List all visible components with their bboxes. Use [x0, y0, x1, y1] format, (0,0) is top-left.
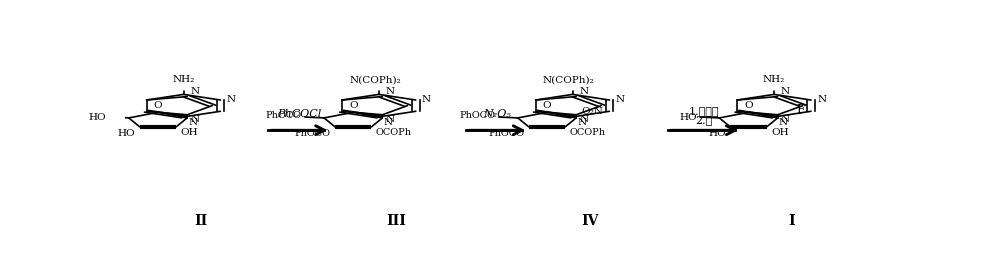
Text: N: N — [188, 118, 197, 127]
Text: N: N — [817, 95, 826, 104]
Text: N(COPh)₂: N(COPh)₂ — [349, 75, 401, 84]
Text: NH₂: NH₂ — [172, 75, 195, 84]
Text: N: N — [779, 118, 788, 127]
Text: HO: HO — [89, 113, 106, 122]
Text: HO: HO — [679, 113, 697, 122]
Text: OH: OH — [771, 128, 789, 137]
Text: PhCOCl: PhCOCl — [277, 109, 322, 119]
Text: O: O — [154, 101, 162, 110]
Text: PhOCO: PhOCO — [460, 111, 496, 120]
Text: IV: IV — [581, 214, 599, 228]
Text: NH₂: NH₂ — [763, 75, 785, 84]
Text: N: N — [383, 118, 393, 127]
Text: I: I — [788, 214, 795, 228]
Text: N: N — [190, 87, 199, 96]
Text: N: N — [227, 95, 236, 104]
Text: N: N — [422, 95, 431, 104]
Text: OCOPh: OCOPh — [376, 128, 412, 137]
Text: F: F — [797, 104, 805, 117]
Text: HO: HO — [708, 129, 726, 138]
Text: PhOCO: PhOCO — [295, 129, 331, 138]
Text: HO: HO — [118, 129, 135, 138]
Text: N: N — [386, 87, 395, 96]
Text: N: N — [579, 115, 588, 124]
Text: N: N — [577, 118, 586, 127]
Text: OCOPh: OCOPh — [570, 128, 606, 137]
Text: N: N — [616, 95, 625, 104]
Text: N: N — [386, 115, 395, 124]
Text: N: N — [190, 115, 199, 124]
Text: 1.氟化剂: 1.氟化剂 — [689, 106, 720, 116]
Text: N: N — [781, 115, 790, 124]
Text: III: III — [386, 214, 406, 228]
Text: N: N — [781, 87, 790, 96]
Text: N(COPh)₂: N(COPh)₂ — [543, 75, 595, 84]
Text: N₂O₅: N₂O₅ — [483, 109, 511, 119]
Text: O: O — [349, 101, 358, 110]
Text: N: N — [579, 87, 588, 96]
Text: PhOCO: PhOCO — [266, 111, 302, 120]
Text: PhOCO: PhOCO — [488, 129, 524, 138]
Text: II: II — [194, 214, 208, 228]
Text: 2.碱: 2.碱 — [696, 115, 713, 125]
Text: O₂N: O₂N — [581, 107, 603, 116]
Text: O: O — [543, 101, 551, 110]
Text: O: O — [744, 101, 753, 110]
Text: OH: OH — [181, 128, 198, 137]
